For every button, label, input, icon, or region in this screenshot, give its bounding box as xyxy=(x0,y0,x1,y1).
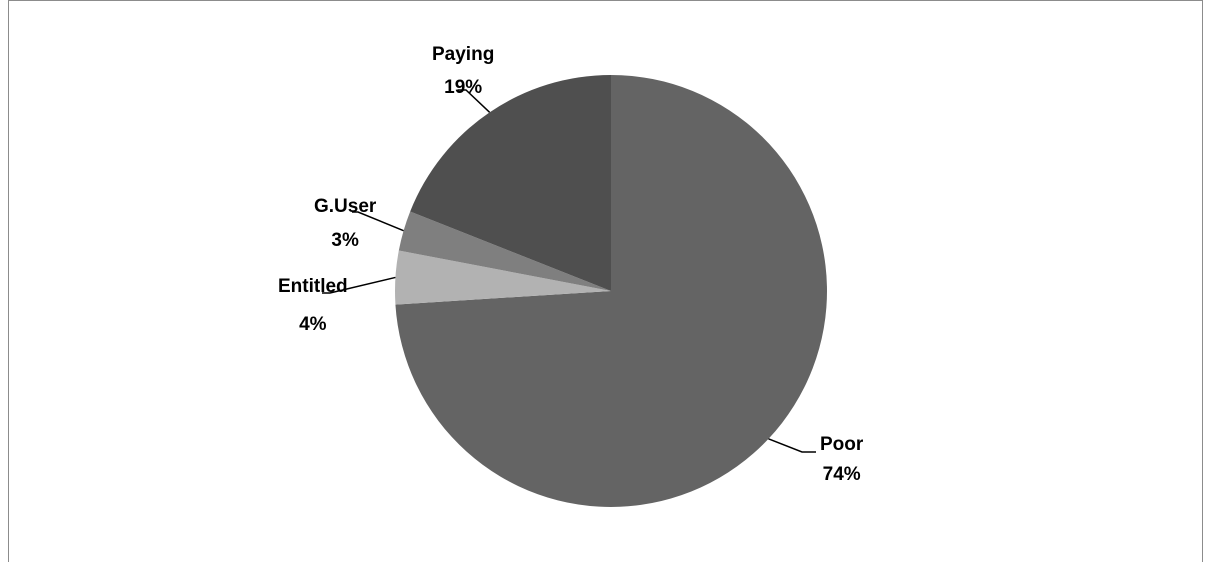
leader-line-paying xyxy=(458,89,491,113)
data-label-paying-name: Paying xyxy=(432,44,494,65)
leader-line-g-user xyxy=(352,211,404,232)
pie-slice-paying xyxy=(410,75,611,291)
slices-layer xyxy=(395,75,827,507)
data-label-g-user-name: G.User xyxy=(314,196,377,217)
data-label-g-user-percent: 3% xyxy=(331,230,359,251)
data-label-poor-name: Poor xyxy=(820,434,864,455)
data-label-poor-percent: 74% xyxy=(823,464,861,485)
leader-line-poor xyxy=(768,438,816,453)
pie-slice-poor xyxy=(395,75,827,507)
leader-lines-layer xyxy=(322,89,816,453)
pie-slice-g-user xyxy=(398,211,611,291)
data-labels-layer: Poor 74% Entitled 4% G.User 3% Paying 19% xyxy=(278,44,864,485)
pie-slice-entitled xyxy=(395,250,611,305)
data-label-entitled-percent: 4% xyxy=(299,314,327,335)
data-label-paying-percent: 19% xyxy=(444,77,482,98)
data-label-entitled-name: Entitled xyxy=(278,276,348,297)
leader-line-entitled xyxy=(322,276,396,294)
